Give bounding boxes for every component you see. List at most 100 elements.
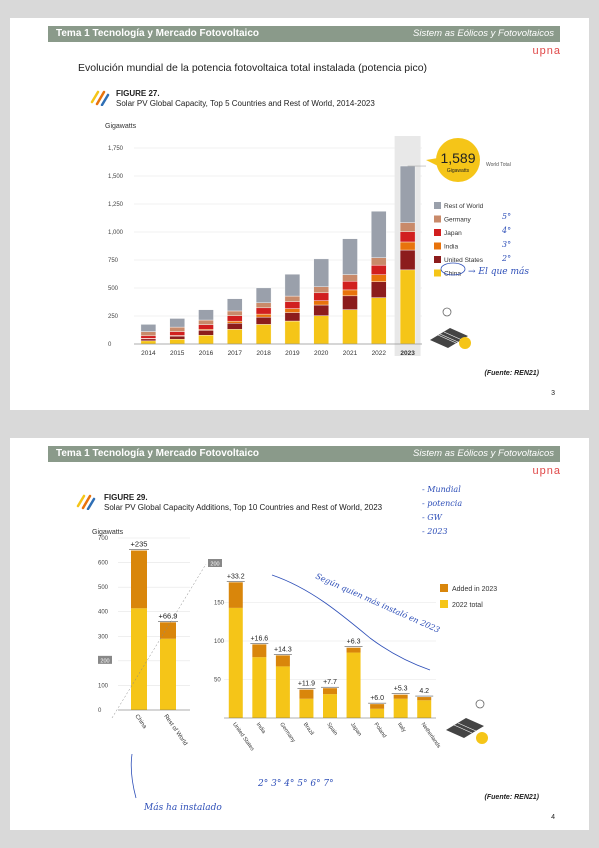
y-tick-label: 150 <box>214 601 225 607</box>
total-callout-circle <box>436 138 480 182</box>
x-tick-label: Germany <box>278 722 296 744</box>
bar-segment <box>255 313 272 318</box>
bar-segment <box>169 335 185 340</box>
callout-value: 1,589 <box>440 150 475 166</box>
legend-swatch <box>434 229 441 236</box>
bar-segment <box>399 231 416 243</box>
bar-segment <box>198 309 214 321</box>
slide-header: Tema 1 Tecnología y Mercado Fotovoltaico… <box>48 446 560 462</box>
sun-icon <box>476 732 488 744</box>
callout-note: World Total <box>486 162 511 168</box>
value-label: +6.3 <box>347 639 361 646</box>
legend-label: China <box>444 271 461 278</box>
bar-segment <box>198 319 214 325</box>
bar-segment <box>140 331 157 337</box>
x-tick-label: Netherlands <box>420 722 442 750</box>
figure-label: FIGURE 29. <box>104 493 148 502</box>
bar-segment <box>313 286 329 294</box>
bar-segment <box>160 638 176 710</box>
bar-segment <box>228 607 243 718</box>
bar-segment <box>342 309 358 345</box>
value-label: +14.3 <box>274 646 292 653</box>
bar-segment <box>275 666 290 718</box>
bar-segment <box>227 310 243 316</box>
bar-segment <box>342 238 358 275</box>
x-tick-label: 2014 <box>141 350 156 357</box>
y-tick-label: 500 <box>108 286 119 292</box>
hand-arrow <box>130 753 137 799</box>
legend-swatch <box>440 584 448 592</box>
bar-segment <box>371 264 387 275</box>
y-tick-label: 1,000 <box>108 230 124 236</box>
bar-segment <box>140 324 157 332</box>
y-tick-label: 600 <box>98 561 109 567</box>
y-tick-label: 400 <box>98 610 109 616</box>
bar-segment <box>284 308 301 313</box>
x-tick-label: Poland <box>372 722 387 739</box>
value-label: 4.2 <box>419 688 429 695</box>
hand-stroke <box>271 574 431 671</box>
bar-segment <box>252 657 267 718</box>
page-number: 3 <box>551 390 555 397</box>
bar-segment <box>342 295 358 310</box>
y-tick-label: 750 <box>108 258 119 264</box>
upna-logo: upna <box>532 45 561 57</box>
bar-segment <box>346 647 361 653</box>
bar-segment <box>284 274 301 297</box>
source-note: (Fuente: REN21) <box>484 370 539 377</box>
bar-segment <box>313 304 329 316</box>
slide-subtitle: Evolución mundial de la potencia fotovol… <box>78 62 428 74</box>
y-tick-label: 100 <box>214 639 225 645</box>
hand-rank-3: 3° <box>502 240 511 249</box>
bar-segment <box>299 698 314 718</box>
bar-segment <box>140 335 157 339</box>
hand-note-1: - Mundial <box>422 485 461 494</box>
y-tick-label: 500 <box>98 585 109 591</box>
figure-label: FIGURE 27. <box>116 89 160 98</box>
bar-segment <box>313 292 329 301</box>
upna-logo: upna <box>532 465 561 477</box>
bar-segment <box>227 315 243 322</box>
bar-segment <box>255 302 272 309</box>
figure-caption: FIGURE 29. Solar PV Global Capacity Addi… <box>104 493 382 513</box>
bar-segment <box>255 324 272 345</box>
page-number: 4 <box>551 814 555 821</box>
y-tick-label: 1,500 <box>108 174 124 180</box>
value-label: +5.3 <box>394 686 408 693</box>
bar-segment <box>284 320 301 345</box>
hand-note-3: - GW <box>422 513 443 522</box>
break-marker-label: 200 <box>100 658 109 664</box>
bar-segment <box>140 340 157 345</box>
bar-segment <box>313 258 329 287</box>
bar-segment <box>371 211 387 258</box>
bar-segment <box>393 694 408 699</box>
bar-segment <box>399 269 416 345</box>
bar-segment <box>371 257 387 266</box>
legend-swatch <box>434 269 441 277</box>
legend-swatch <box>434 202 441 209</box>
bar-segment <box>227 320 243 324</box>
bar-segment <box>169 318 185 328</box>
bar-segment <box>323 694 337 718</box>
zoom-top-label: 200 <box>210 562 219 568</box>
header-topic: Tema 1 Tecnología y Mercado Fotovoltaico <box>56 28 260 39</box>
bar-segment <box>284 301 301 309</box>
figure-caption: FIGURE 27. Solar PV Global Capacity, Top… <box>116 89 375 109</box>
bar-segment <box>131 608 147 710</box>
hand-ranks: 2° 3° 4° 5° 6° 7° <box>257 779 334 789</box>
bar-segment <box>255 287 272 303</box>
header-topic: Tema 1 Tecnología y Mercado Fotovoltaico <box>56 448 260 459</box>
sun-outline-icon <box>442 307 452 317</box>
bar-segment <box>346 652 361 718</box>
bar-segment <box>227 329 243 345</box>
value-label: +7.7 <box>323 679 337 686</box>
bar-segment <box>131 550 147 609</box>
header-course: Sistem as Eólicos y Fotovoltaicos <box>413 28 554 39</box>
value-label: +11.9 <box>298 681 315 688</box>
x-tick-label: 2023 <box>400 350 415 357</box>
bar-segment <box>342 280 358 291</box>
bar-segment <box>342 274 358 282</box>
value-label: +66.9 <box>159 611 178 620</box>
y-tick-label: 1,250 <box>108 202 124 208</box>
hand-rank-2: 4° <box>501 226 511 235</box>
